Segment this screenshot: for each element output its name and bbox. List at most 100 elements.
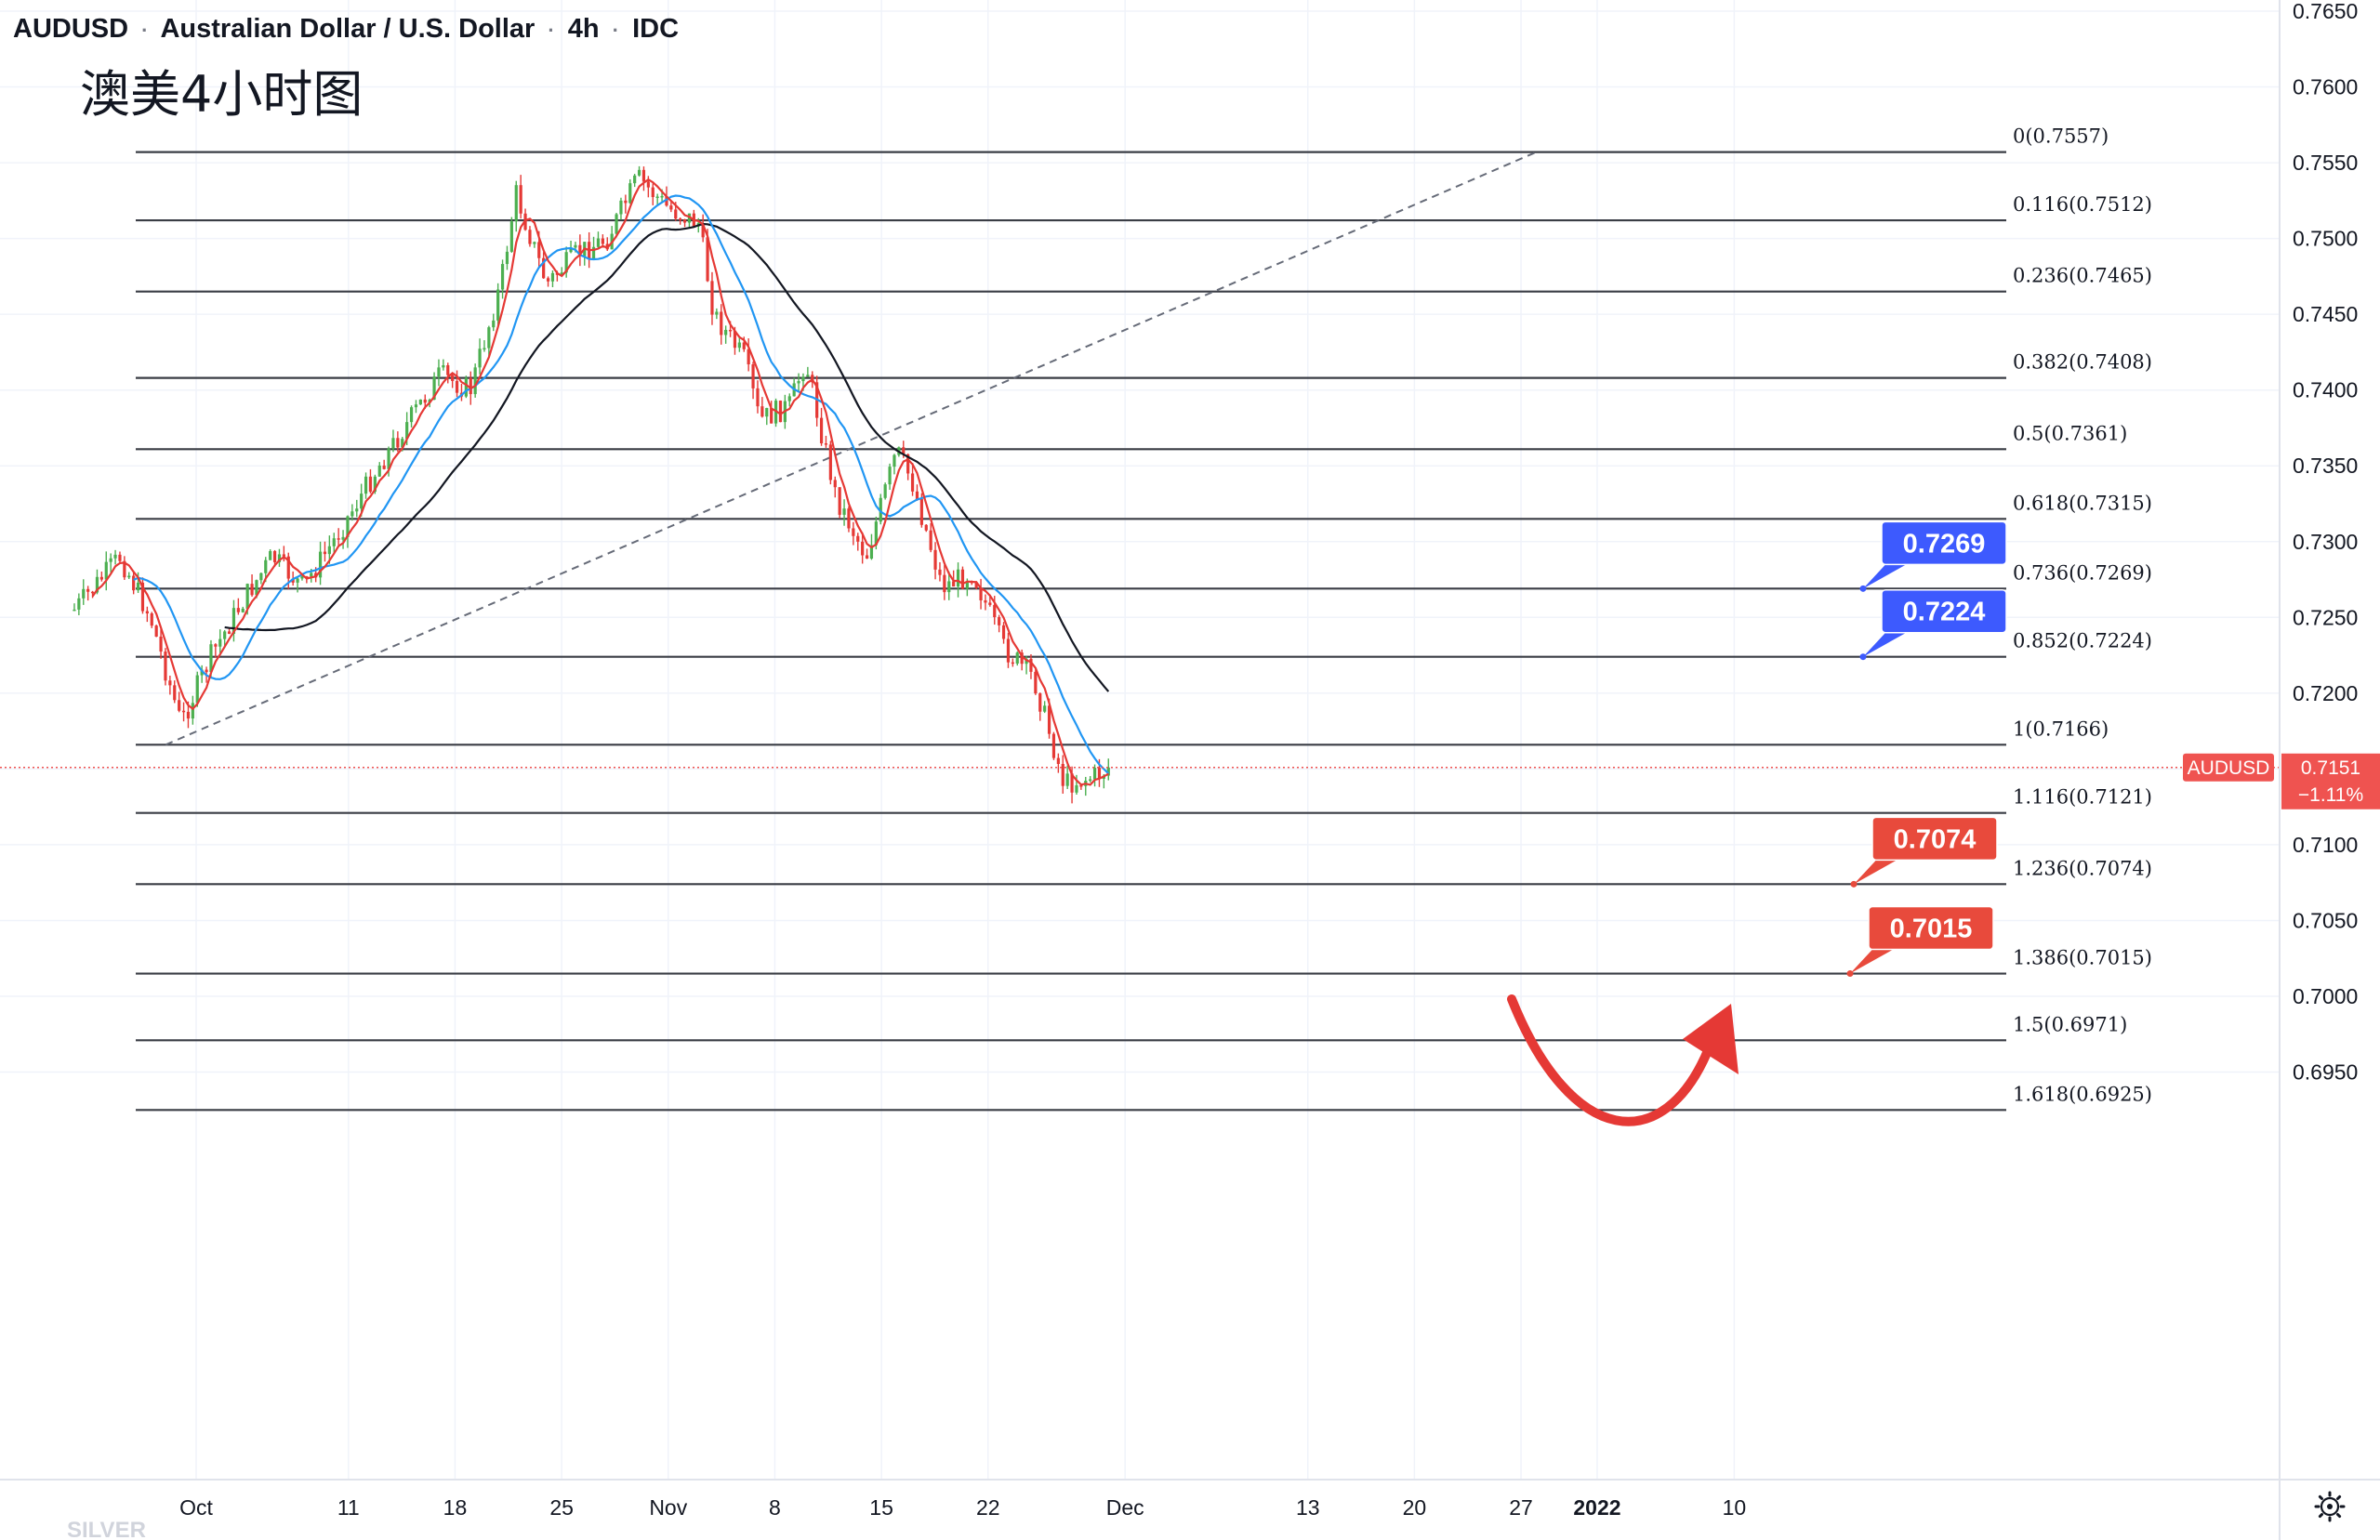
candle bbox=[241, 606, 245, 613]
candle bbox=[191, 695, 194, 725]
candle bbox=[828, 441, 832, 485]
watermark: SILVER bbox=[67, 1518, 146, 1540]
candle bbox=[806, 366, 810, 377]
fib-label: 0.382(0.7408) bbox=[2013, 351, 2152, 374]
candle bbox=[1006, 632, 1011, 668]
y-tick-label: 0.7100 bbox=[2293, 833, 2358, 857]
fibonacci-levels[interactable]: 0(0.7557) 0.116(0.7512) 0.236(0.7465) 0.382… bbox=[136, 125, 2152, 1112]
candle bbox=[533, 241, 536, 248]
candle bbox=[409, 405, 414, 428]
candle bbox=[514, 180, 518, 232]
candle bbox=[770, 401, 774, 424]
fib-label: 0.5(0.7361) bbox=[2013, 422, 2127, 444]
candle bbox=[979, 578, 983, 610]
candle bbox=[145, 606, 149, 623]
callout-label: 0.7015 bbox=[1890, 915, 1973, 944]
candle bbox=[442, 359, 445, 371]
candle bbox=[596, 231, 601, 248]
ma-fast-line bbox=[91, 178, 1109, 786]
candle bbox=[824, 435, 828, 448]
candle bbox=[641, 166, 646, 191]
candle bbox=[1043, 701, 1047, 714]
candle bbox=[350, 504, 354, 521]
x-tick-label: 27 bbox=[1509, 1495, 1533, 1520]
candle bbox=[259, 572, 263, 585]
y-tick-label: 0.7500 bbox=[2293, 227, 2358, 251]
candle bbox=[778, 400, 783, 423]
candle bbox=[682, 218, 687, 228]
candle bbox=[414, 400, 418, 414]
candle bbox=[200, 665, 204, 683]
candle bbox=[669, 201, 673, 213]
candle bbox=[455, 370, 459, 398]
candle bbox=[391, 429, 395, 453]
fib-label: 1.116(0.7121) bbox=[2013, 786, 2152, 809]
candle bbox=[418, 399, 422, 405]
candle bbox=[113, 549, 117, 565]
candle bbox=[756, 380, 760, 414]
candle bbox=[852, 521, 855, 546]
callout-0.7269: 0.7269 bbox=[1859, 520, 2007, 592]
candle bbox=[838, 487, 841, 519]
trend-line[interactable] bbox=[165, 151, 1537, 746]
x-tick-label: 22 bbox=[976, 1495, 1000, 1520]
candle bbox=[168, 675, 172, 695]
candle bbox=[1065, 765, 1069, 789]
candle bbox=[1038, 692, 1042, 721]
callout-label: 0.7269 bbox=[1903, 529, 1986, 559]
candle bbox=[446, 362, 450, 384]
candle bbox=[377, 462, 381, 478]
candle bbox=[337, 528, 340, 546]
y-tick-label: 0.7600 bbox=[2293, 75, 2358, 99]
candle bbox=[90, 590, 95, 599]
candle bbox=[459, 384, 464, 401]
current-price-value: 0.7151 bbox=[2301, 757, 2360, 779]
candle bbox=[496, 283, 500, 327]
candle bbox=[1075, 774, 1078, 796]
x-tick-label: 8 bbox=[769, 1495, 781, 1520]
candle bbox=[633, 174, 637, 188]
candle bbox=[856, 533, 860, 551]
candle bbox=[323, 541, 327, 562]
candle bbox=[564, 246, 568, 278]
instrument-name: Australian Dollar / U.S. Dollar bbox=[160, 14, 535, 44]
candle bbox=[619, 197, 623, 220]
price-callouts[interactable]: 0.7269 0.7224 0.7074 0.7015 bbox=[1846, 520, 2007, 978]
candle bbox=[833, 476, 837, 498]
candle bbox=[86, 586, 90, 601]
symbol-tag-bg bbox=[2183, 753, 2274, 782]
callout-0.7074: 0.7074 bbox=[1850, 816, 1998, 888]
candle bbox=[765, 407, 769, 426]
time-axis[interactable]: Oct 11 18 25 Nov 8 15 22 Dec 13 20 27 2022 10 bbox=[179, 1495, 1746, 1520]
candle bbox=[478, 338, 482, 375]
candle bbox=[720, 304, 723, 345]
candle bbox=[924, 523, 928, 533]
interval-label: 4h bbox=[568, 14, 600, 44]
candle bbox=[519, 175, 522, 219]
candle bbox=[181, 702, 186, 722]
candle bbox=[437, 359, 441, 387]
candle bbox=[173, 680, 177, 704]
y-tick-label: 0.7450 bbox=[2293, 302, 2358, 326]
symbol-tag-label: AUDUSD bbox=[2188, 757, 2270, 779]
candle bbox=[998, 614, 1001, 633]
x-tick-label: Nov bbox=[649, 1495, 687, 1520]
settings-gear-icon[interactable] bbox=[2314, 1491, 2346, 1522]
candle bbox=[615, 213, 618, 238]
svg-text:AUDUSD · Australia: AUDUSD · Australian Dollar / U.S. Dollar… bbox=[13, 14, 679, 44]
candle bbox=[505, 245, 509, 270]
y-tick-label: 0.7200 bbox=[2293, 681, 2358, 705]
candle bbox=[1056, 753, 1060, 773]
candlesticks bbox=[73, 165, 1110, 804]
fib-label: 0.618(0.7315) bbox=[2013, 492, 2152, 514]
current-price-tag: AUDUSD 0.7151 −1.11% bbox=[2183, 753, 2380, 809]
ma-mid-line bbox=[133, 194, 1110, 775]
candle bbox=[737, 337, 741, 352]
fib-label: 1(0.7166) bbox=[2013, 717, 2109, 740]
x-tick-label: 13 bbox=[1296, 1495, 1320, 1520]
candle bbox=[550, 270, 555, 288]
candle bbox=[528, 226, 532, 247]
candle bbox=[132, 572, 136, 595]
